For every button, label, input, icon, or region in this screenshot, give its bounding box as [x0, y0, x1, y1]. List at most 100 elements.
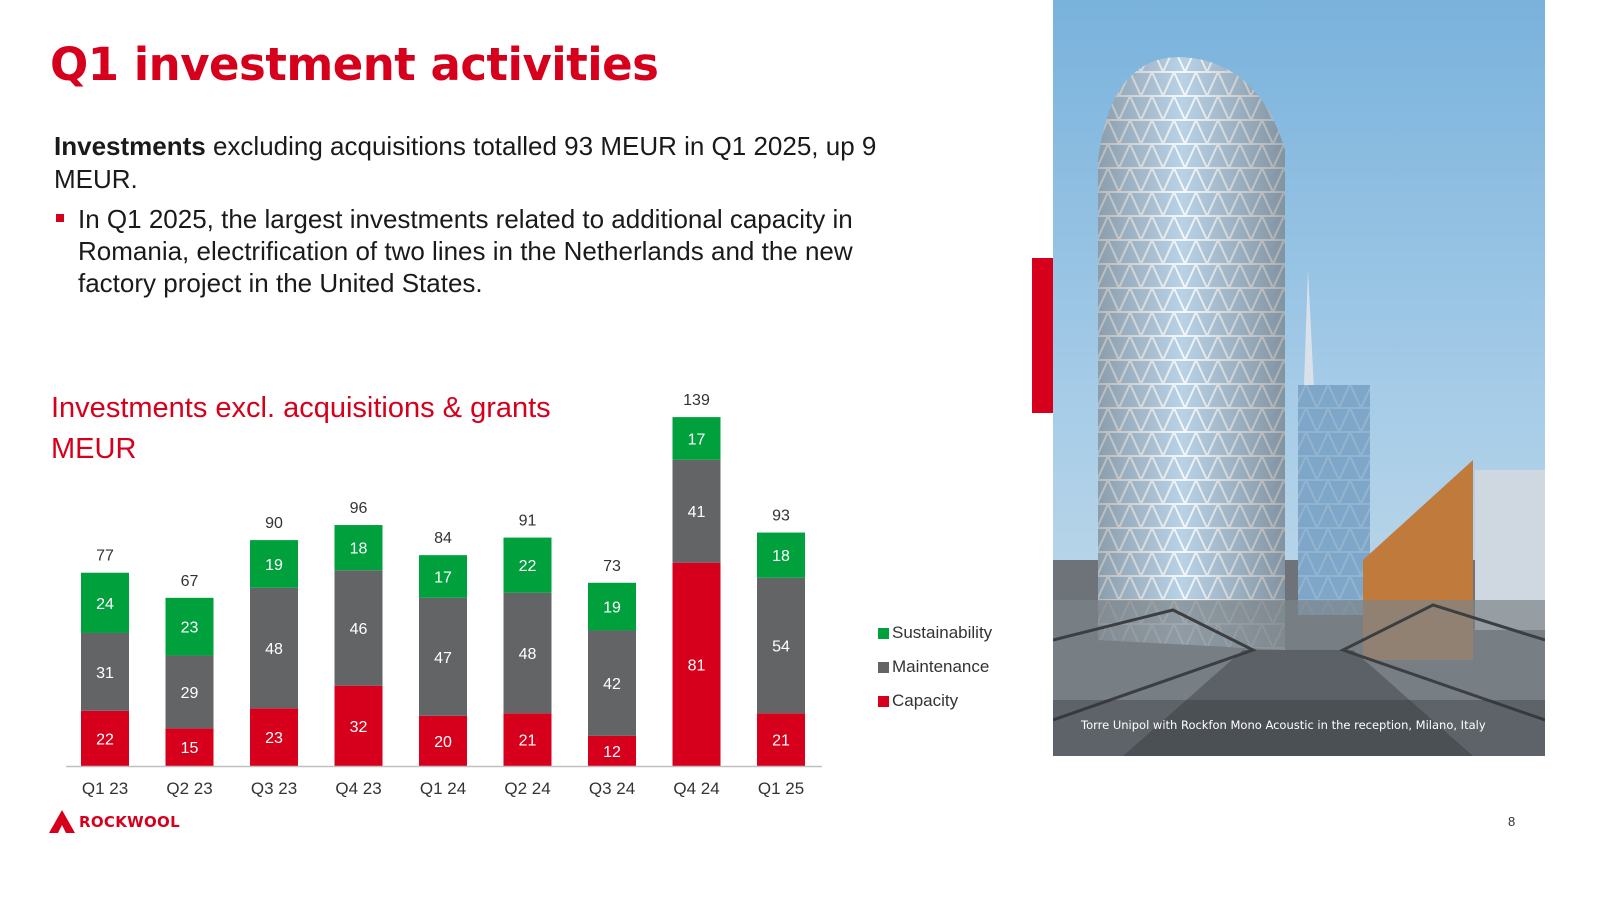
bar-capacity-q1-25: [757, 713, 805, 766]
photo-caption: Torre Unipol with Rockfon Mono Acoustic …: [1081, 718, 1486, 732]
x-tick-label: Q4 24: [673, 779, 719, 798]
tower-illustration-icon: [1053, 57, 1545, 756]
bar-capacity-q1-24: [419, 715, 467, 766]
data-label: 48: [519, 646, 537, 663]
data-label: 19: [603, 600, 621, 617]
data-label: 21: [519, 733, 537, 750]
data-label: 18: [350, 541, 368, 558]
total-label: 90: [265, 515, 283, 532]
bar-capacity-q2-24: [503, 713, 552, 766]
data-label: 24: [96, 596, 114, 613]
data-label: 23: [181, 620, 199, 637]
building-photo: Torre Unipol with Rockfon Mono Acoustic …: [1053, 0, 1545, 756]
bar-sustainability-q2-24: [503, 537, 552, 593]
logo-text: ROCKWOOL: [79, 812, 180, 831]
bar-capacity-q4-24: [672, 562, 721, 766]
bar-capacity-q4-23: [334, 685, 383, 766]
bar-maintenance-q3-24: [588, 630, 636, 736]
data-label: 12: [603, 744, 621, 761]
data-label: 20: [434, 734, 452, 751]
bar-sustainability-q1-23: [81, 572, 129, 633]
total-label: 73: [603, 558, 621, 575]
bar-capacity-q1-23: [81, 710, 129, 766]
legend-item-capacity: Capacity: [878, 684, 992, 718]
total-label: 84: [434, 530, 452, 547]
x-tick-label: Q3 23: [251, 779, 297, 798]
bar-sustainability-q3-24: [588, 582, 636, 631]
data-label: 48: [265, 641, 283, 658]
intro-bold: Investments: [54, 131, 206, 161]
data-label: 22: [96, 731, 114, 748]
data-label: 17: [434, 569, 452, 586]
data-label: 32: [350, 719, 368, 736]
bar-maintenance-q4-24: [672, 459, 721, 563]
legend-label: Capacity: [892, 691, 959, 710]
data-label: 15: [181, 740, 199, 757]
bar-sustainability-q1-25: [757, 532, 805, 578]
bullet-text: In Q1 2025, the largest investments rela…: [78, 204, 853, 298]
rockwool-logo-icon: [49, 810, 75, 833]
bar-maintenance-q1-24: [419, 597, 467, 716]
total-label: 67: [181, 573, 199, 590]
data-label: 18: [772, 548, 790, 565]
intro-paragraph: Investments excluding acquisitions total…: [54, 130, 934, 196]
total-label: 139: [683, 392, 710, 409]
page-number: 8: [1508, 814, 1516, 829]
data-label: 19: [265, 557, 283, 574]
bar-sustainability-q1-24: [419, 555, 467, 598]
x-tick-label: Q1 23: [82, 779, 128, 798]
x-tick-label: Q4 23: [335, 779, 381, 798]
legend-swatch: [878, 695, 889, 707]
bar-maintenance-q2-23: [165, 655, 214, 729]
total-label: 77: [96, 548, 114, 565]
legend-label: Sustainability: [892, 623, 993, 642]
bullet-square-icon: [56, 214, 64, 222]
data-label: 46: [350, 621, 368, 638]
legend-label: Maintenance: [892, 657, 990, 676]
slide-title: Q1 investment activities: [50, 38, 659, 91]
data-label: 17: [688, 431, 706, 448]
bar-capacity-q3-23: [250, 708, 298, 766]
x-tick-label: Q2 24: [504, 779, 550, 798]
x-tick-label: Q3 24: [589, 779, 635, 798]
bar-maintenance-q1-23: [81, 632, 129, 711]
data-label: 21: [772, 733, 790, 750]
x-tick-label: Q1 24: [420, 779, 466, 798]
x-tick-label: Q2 23: [166, 779, 212, 798]
bar-capacity-q2-23: [165, 728, 214, 766]
data-label: 22: [519, 558, 537, 575]
bar-sustainability-q4-24: [672, 417, 721, 460]
data-label: 42: [603, 676, 621, 693]
data-label: 31: [96, 665, 114, 682]
data-label: 29: [181, 685, 199, 702]
legend-item-sustainability: Sustainability: [878, 616, 992, 650]
total-label: 91: [519, 513, 537, 530]
data-label: 47: [434, 650, 452, 667]
chart-title: Investments excl. acquisitions & grants …: [51, 388, 551, 470]
bar-maintenance-q4-23: [334, 570, 383, 686]
data-label: 54: [772, 639, 790, 656]
bar-capacity-q3-24: [588, 735, 636, 766]
chart-unit: MEUR: [51, 433, 137, 465]
x-tick-label: Q1 25: [758, 779, 804, 798]
bar-maintenance-q2-24: [503, 592, 552, 714]
rockwool-logo: ROCKWOOL: [49, 810, 180, 833]
bar-sustainability-q2-23: [165, 597, 214, 656]
chart-title-line1: Investments excl. acquisitions & grants: [51, 392, 551, 424]
legend-swatch: [878, 661, 889, 673]
legend-item-maintenance: Maintenance: [878, 650, 992, 684]
bar-sustainability-q4-23: [334, 525, 383, 571]
data-label: 41: [688, 504, 706, 521]
chart-legend: Sustainability Maintenance Capacity: [878, 616, 992, 718]
stacked-bar-chart: 22 31 24 77 Q1 23 15 29 23 67 Q2 23 23 48 19 90 Q3 23 3…: [66, 392, 822, 798]
total-label: 96: [350, 500, 368, 517]
data-label: 81: [688, 657, 706, 674]
intro-text: excluding acquisitions totalled 93 MEUR …: [54, 131, 877, 194]
legend-swatch: [878, 627, 889, 639]
bar-maintenance-q3-23: [250, 587, 298, 709]
bullet-item: In Q1 2025, the largest investments rela…: [54, 203, 914, 299]
data-label: 23: [265, 730, 283, 747]
bar-maintenance-q1-25: [757, 577, 805, 714]
total-label: 93: [772, 508, 790, 525]
bar-sustainability-q3-23: [250, 540, 298, 588]
